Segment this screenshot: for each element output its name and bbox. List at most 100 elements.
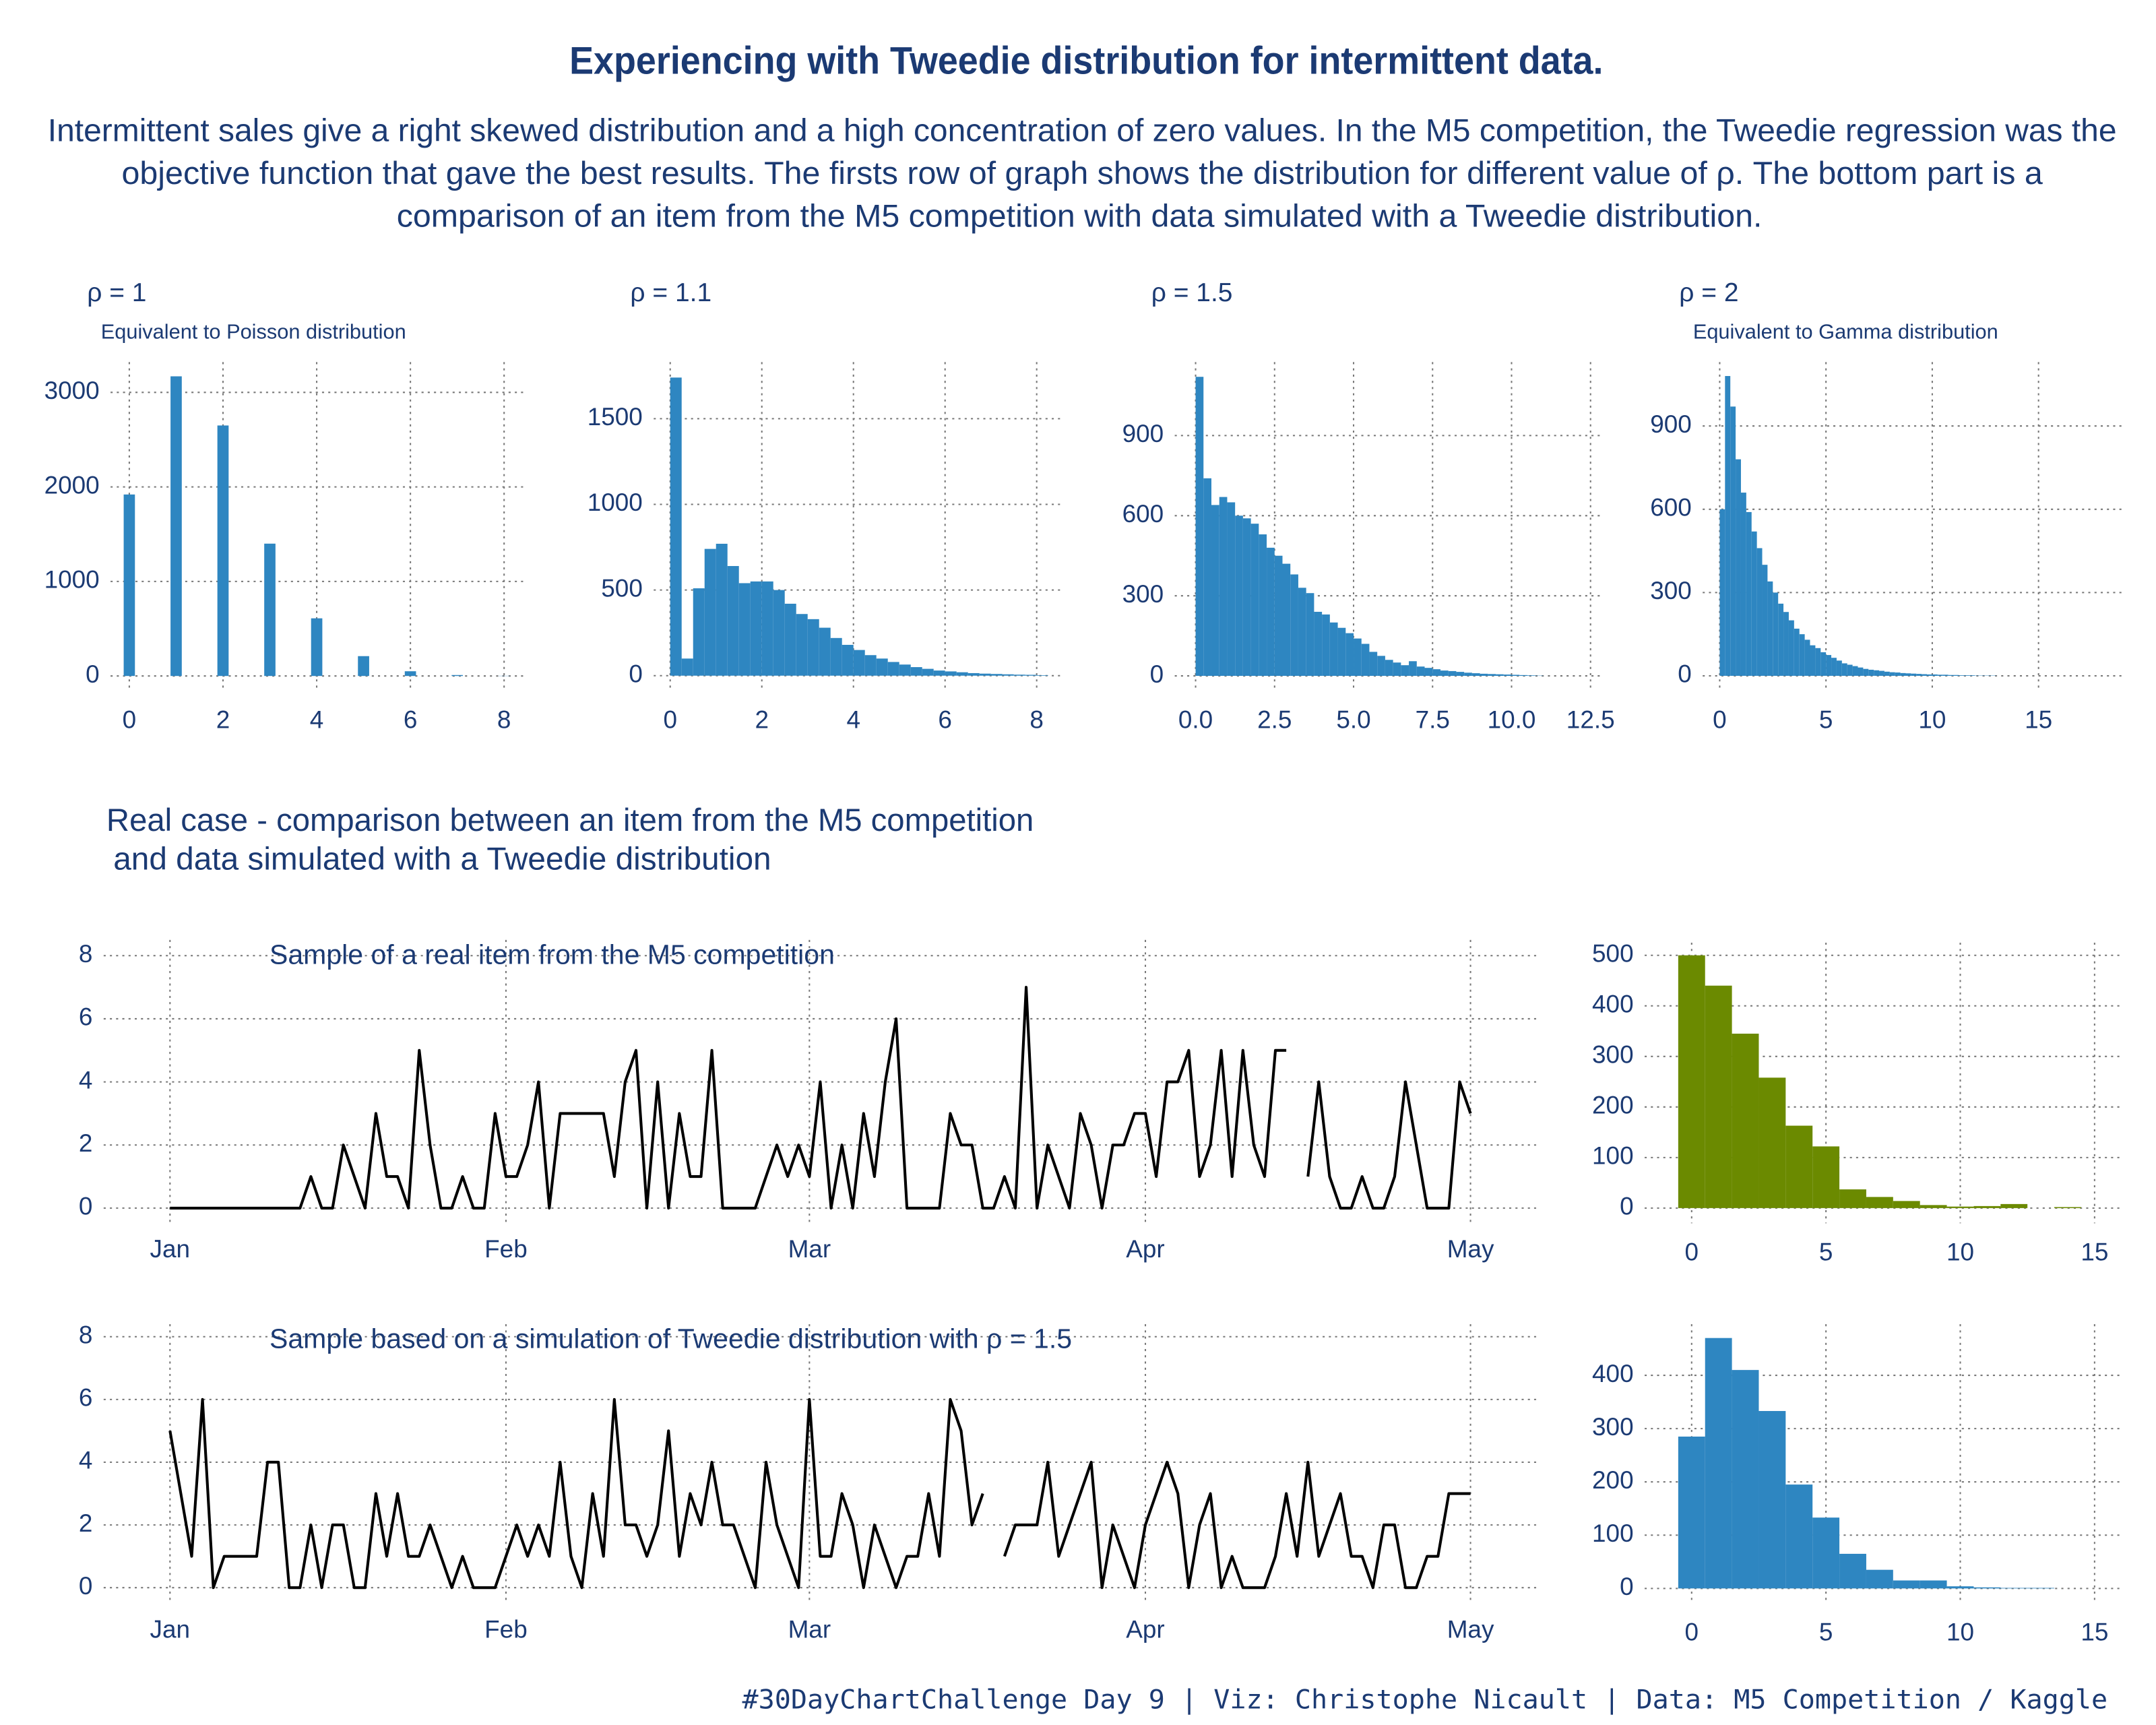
histogram-bar bbox=[1195, 377, 1204, 677]
histogram-bar bbox=[1946, 1206, 1974, 1208]
histogram-bar bbox=[1889, 672, 1895, 676]
x-tick-label: Feb bbox=[484, 1615, 528, 1643]
histogram-bar bbox=[1920, 1580, 1947, 1589]
histogram-bar bbox=[1895, 672, 1901, 676]
histogram-bar bbox=[1973, 1587, 2001, 1589]
histogram-bar bbox=[1866, 1197, 1893, 1208]
histogram-bar bbox=[1337, 627, 1346, 677]
x-tick-label: 0.0 bbox=[1178, 706, 1213, 734]
x-tick-label: 5 bbox=[1819, 706, 1833, 734]
histogram-bar bbox=[968, 672, 980, 676]
y-tick-label: 2000 bbox=[44, 471, 100, 499]
x-tick-label: 0 bbox=[123, 706, 137, 734]
y-tick-label: 3000 bbox=[44, 377, 100, 404]
histogram-bar bbox=[1385, 660, 1393, 677]
y-tick-label: 0 bbox=[1620, 1573, 1634, 1600]
y-tick-label: 300 bbox=[1122, 580, 1164, 608]
x-tick-label: 12.5 bbox=[1566, 706, 1615, 734]
histogram-bar bbox=[1756, 548, 1763, 676]
y-tick-label: 0 bbox=[1620, 1193, 1634, 1220]
y-tick-label: 4 bbox=[79, 1447, 93, 1474]
histogram-bar bbox=[1736, 459, 1741, 676]
histogram-bar bbox=[1746, 511, 1752, 676]
histogram-bar bbox=[1456, 672, 1465, 677]
histogram-bar bbox=[1937, 675, 1943, 676]
histogram-bar bbox=[1812, 1517, 1840, 1589]
histogram-bar bbox=[1678, 1436, 1705, 1589]
histogram-bar bbox=[1267, 547, 1275, 677]
panel-title: Sample of a real item from the M5 compet… bbox=[270, 939, 835, 970]
histogram-bar bbox=[1314, 611, 1323, 677]
x-tick-label: Apr bbox=[1126, 1235, 1164, 1263]
histogram-bar bbox=[910, 667, 922, 676]
x-tick-label: 10 bbox=[1946, 1238, 1974, 1265]
histogram-bar bbox=[1377, 656, 1385, 677]
histogram-bar bbox=[2027, 1588, 2055, 1589]
y-tick-label: 2 bbox=[79, 1509, 93, 1537]
histogram-bar bbox=[1927, 674, 1932, 676]
section-title: Real case - comparison between an item f… bbox=[106, 802, 1034, 838]
histogram-bar bbox=[1306, 593, 1314, 677]
x-tick-label: 10 bbox=[1918, 706, 1946, 734]
histogram-bar bbox=[1839, 1189, 1866, 1208]
histogram-bar bbox=[1354, 638, 1362, 677]
histogram-bar bbox=[899, 664, 911, 676]
panel-subtitle: Equivalent to Gamma distribution bbox=[1693, 319, 1998, 343]
x-tick-label: May bbox=[1447, 1235, 1494, 1263]
histogram-bar bbox=[1345, 633, 1354, 677]
section-title: and data simulated with a Tweedie distri… bbox=[113, 840, 771, 876]
histogram-bar bbox=[1751, 531, 1757, 676]
histogram-bar bbox=[1488, 674, 1496, 677]
x-tick-label: 8 bbox=[497, 706, 511, 734]
x-tick-label: 15 bbox=[2081, 1618, 2108, 1645]
histogram-bar bbox=[1820, 652, 1827, 676]
x-tick-label: 0 bbox=[663, 706, 677, 734]
y-tick-label: 300 bbox=[1592, 1413, 1634, 1441]
histogram-bar bbox=[1503, 675, 1512, 677]
histogram-bar bbox=[1916, 674, 1922, 676]
histogram-bar bbox=[1959, 675, 1965, 676]
histogram-bar bbox=[1973, 1205, 2001, 1208]
y-tick-label: 2 bbox=[79, 1129, 93, 1157]
y-tick-label: 100 bbox=[1592, 1142, 1634, 1170]
histogram-bar bbox=[1250, 524, 1259, 677]
histogram-bar bbox=[1826, 655, 1832, 676]
histogram-bar bbox=[1799, 634, 1805, 676]
histogram-bar bbox=[956, 672, 968, 676]
y-tick-label: 0 bbox=[1150, 660, 1164, 688]
histogram-bar bbox=[990, 674, 1003, 676]
line bbox=[1306, 1080, 1472, 1210]
y-tick-label: 1000 bbox=[44, 566, 100, 594]
x-tick-label: 5 bbox=[1819, 1238, 1833, 1265]
x-tick-label: 5.0 bbox=[1336, 706, 1370, 734]
caption: #30DayChartChallenge Day 9 | Viz: Christ… bbox=[742, 1685, 2108, 1716]
x-tick-label: 2.5 bbox=[1257, 706, 1292, 734]
histogram-bar bbox=[1893, 1580, 1920, 1589]
histogram-bar bbox=[1783, 612, 1789, 676]
x-tick-label: 0 bbox=[1685, 1618, 1699, 1645]
line bbox=[168, 1398, 984, 1590]
histogram-bar bbox=[1942, 675, 1948, 676]
histogram-bar bbox=[1762, 565, 1768, 676]
y-tick-label: 0 bbox=[86, 660, 100, 688]
histogram-bar bbox=[1969, 675, 1975, 676]
panel-subtitle: Equivalent to Poisson distribution bbox=[101, 319, 406, 343]
histogram-bar bbox=[784, 603, 796, 676]
histogram-bar bbox=[1964, 675, 1970, 676]
y-tick-label: 0 bbox=[629, 660, 643, 688]
x-tick-label: 15 bbox=[2025, 706, 2052, 734]
histogram-bar bbox=[1732, 1034, 1759, 1208]
panel-title: ρ = 1.1 bbox=[630, 278, 711, 307]
histogram-bar bbox=[1920, 1205, 1947, 1208]
histogram-bar bbox=[1527, 675, 1535, 677]
histogram-bar bbox=[1948, 675, 1954, 676]
histogram-bar bbox=[1401, 665, 1409, 677]
y-tick-label: 400 bbox=[1592, 991, 1634, 1018]
histogram-bar bbox=[1804, 639, 1810, 676]
histogram-bar bbox=[1678, 955, 1705, 1208]
histogram-bar bbox=[1946, 1586, 1974, 1589]
y-tick-label: 900 bbox=[1122, 420, 1164, 447]
histogram-bar bbox=[1369, 652, 1378, 677]
